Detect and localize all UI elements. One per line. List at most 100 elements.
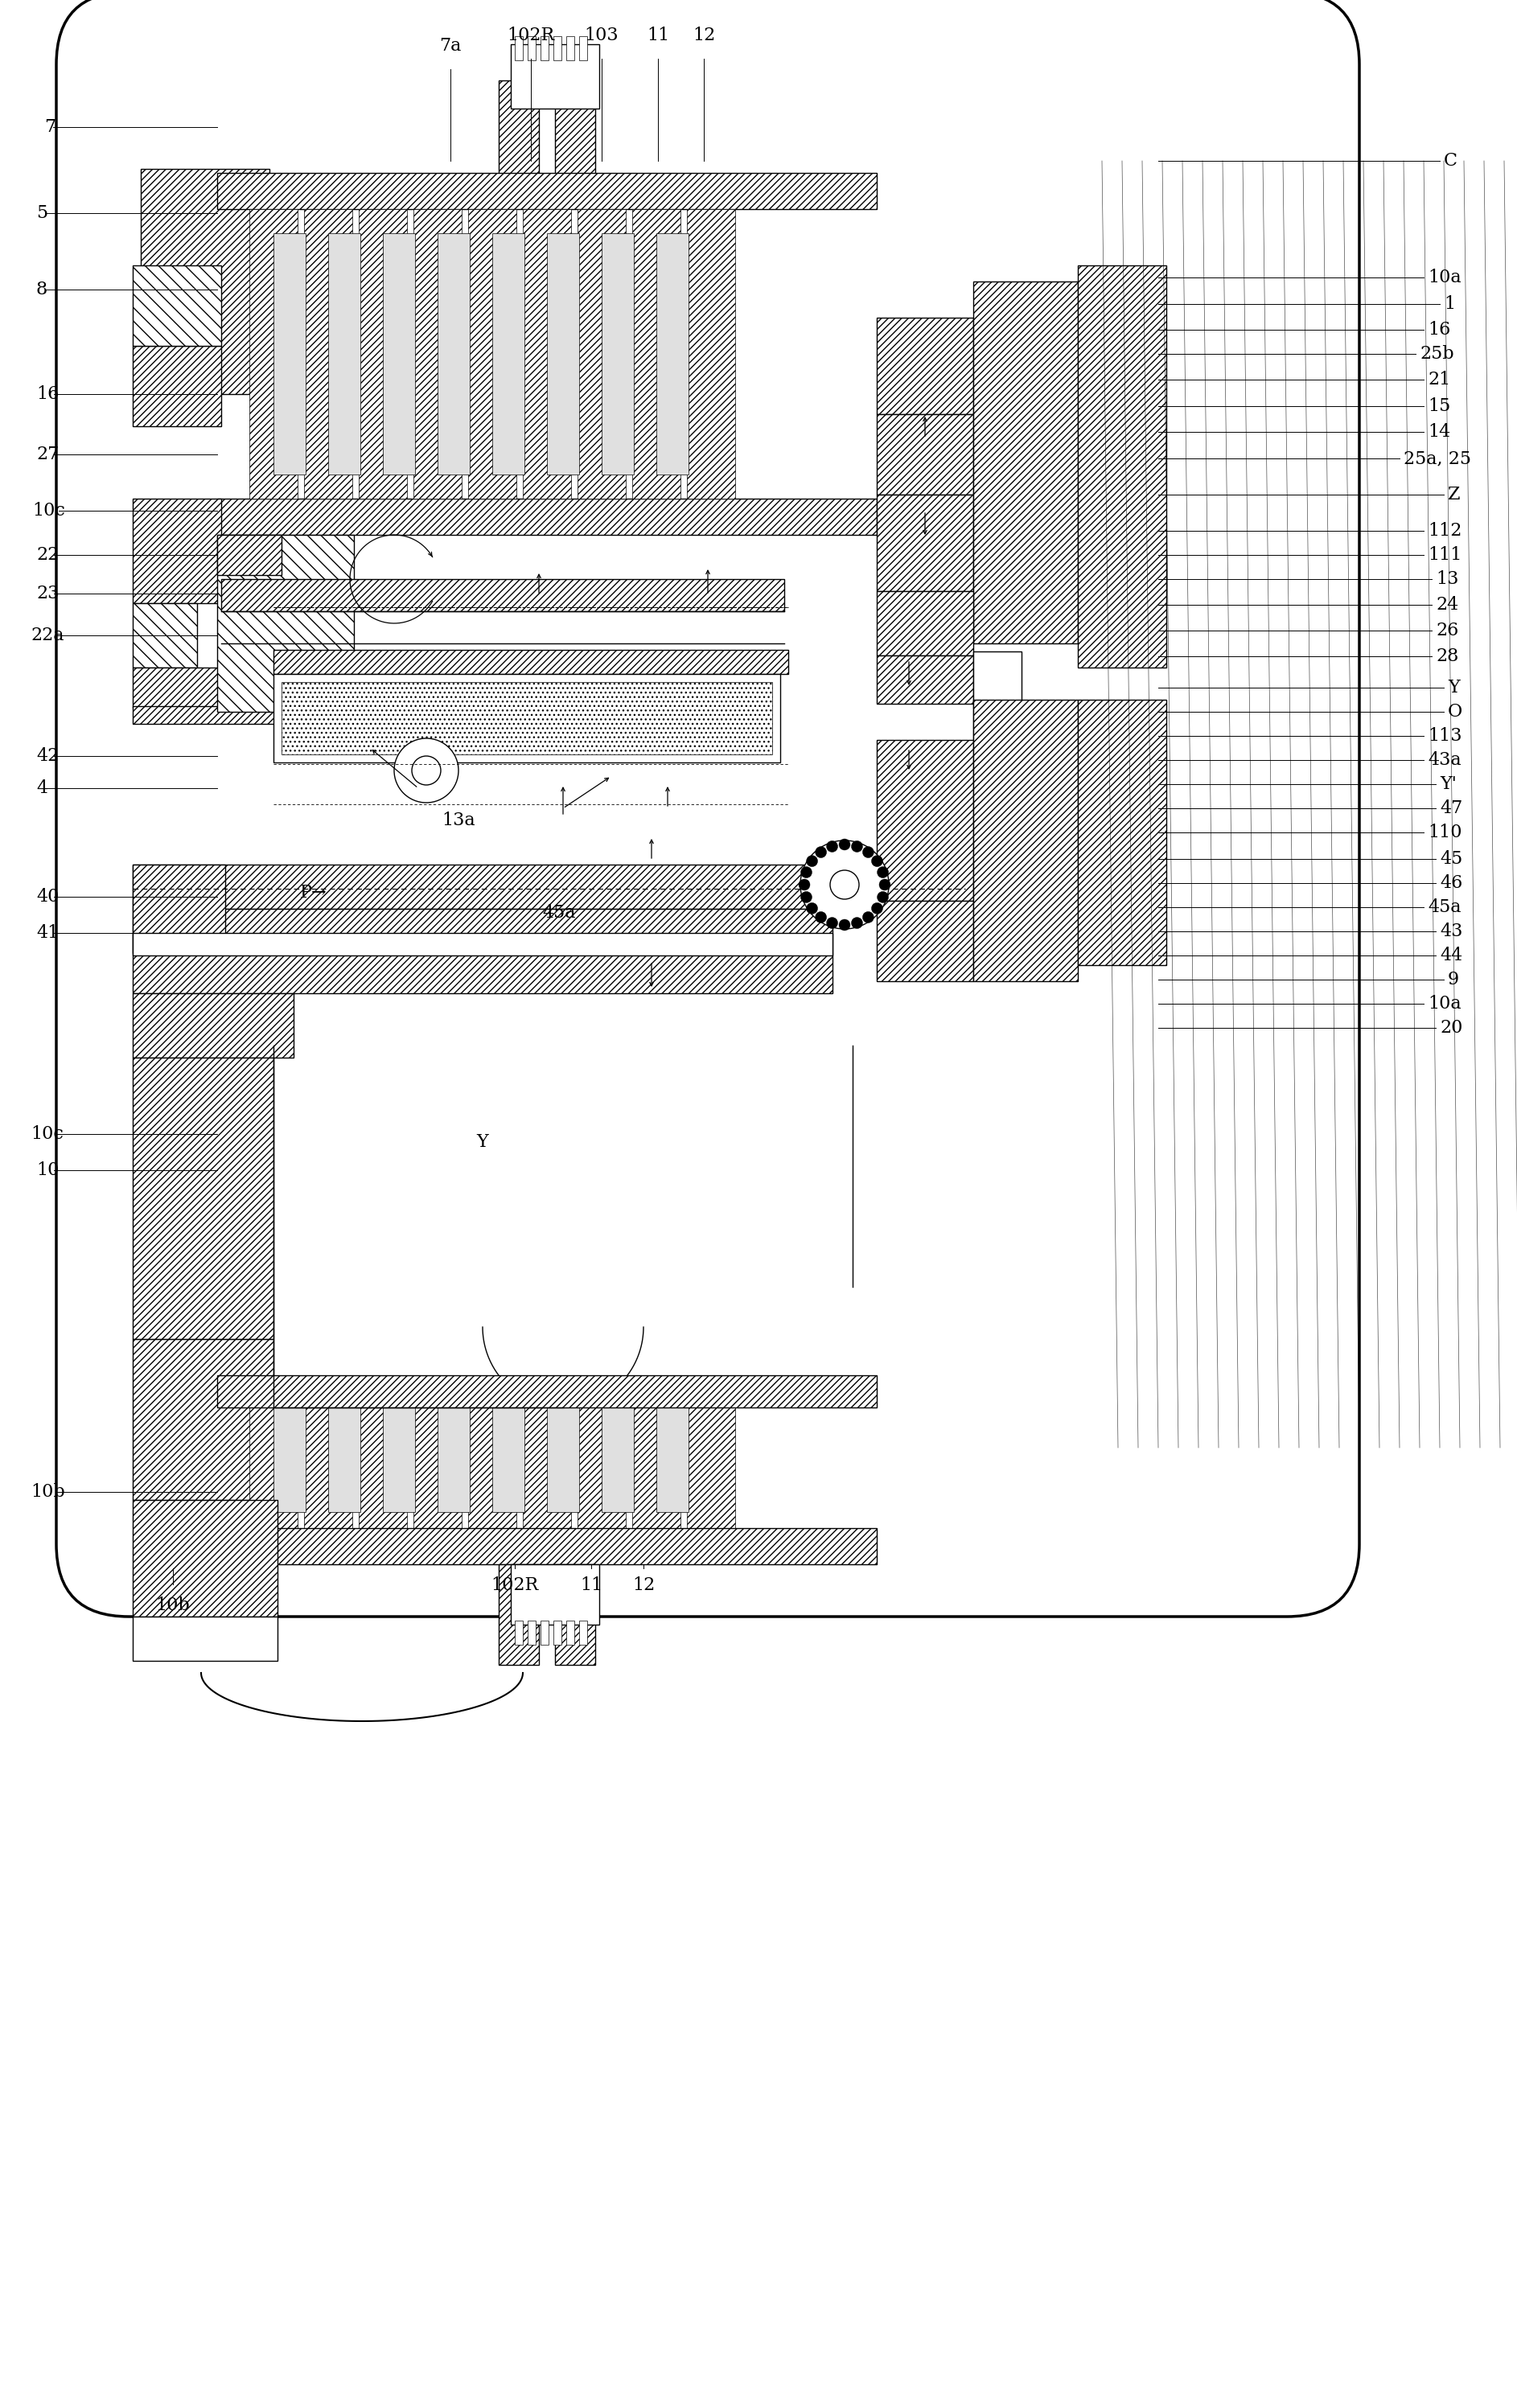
- Bar: [132, 864, 833, 908]
- Bar: [273, 234, 305, 474]
- Bar: [132, 1500, 278, 1616]
- Bar: [132, 706, 390, 725]
- Text: 10b: 10b: [30, 1483, 65, 1500]
- Bar: [132, 864, 225, 954]
- Text: 10c: 10c: [30, 1125, 64, 1144]
- Bar: [217, 1529, 877, 1565]
- Bar: [132, 908, 833, 954]
- Circle shape: [851, 840, 863, 852]
- Circle shape: [880, 879, 890, 891]
- Bar: [437, 1399, 470, 1512]
- Text: 11: 11: [646, 26, 669, 43]
- Bar: [1077, 701, 1167, 966]
- Text: 4: 4: [36, 780, 47, 797]
- Text: 102R: 102R: [507, 26, 555, 43]
- Circle shape: [871, 855, 883, 867]
- Bar: [578, 1382, 627, 1529]
- Circle shape: [877, 891, 889, 903]
- Text: 7: 7: [44, 118, 56, 135]
- Bar: [548, 234, 579, 474]
- Bar: [1077, 265, 1167, 667]
- Circle shape: [815, 848, 827, 857]
- Text: 7a: 7a: [440, 36, 461, 55]
- Text: 10a: 10a: [1427, 995, 1461, 1014]
- Bar: [555, 79, 595, 185]
- Bar: [554, 1621, 561, 1645]
- Bar: [514, 36, 523, 60]
- Bar: [437, 234, 470, 474]
- Bar: [358, 209, 407, 498]
- Bar: [382, 234, 416, 474]
- Bar: [499, 1565, 539, 1664]
- Circle shape: [830, 869, 859, 898]
- Circle shape: [839, 838, 850, 850]
- Circle shape: [839, 920, 850, 929]
- Text: 22a: 22a: [30, 626, 64, 645]
- Bar: [132, 932, 833, 956]
- Bar: [217, 498, 877, 535]
- Bar: [528, 36, 536, 60]
- Text: 24: 24: [1435, 595, 1458, 614]
- Circle shape: [394, 739, 458, 802]
- Text: 12: 12: [633, 1577, 655, 1594]
- Text: 21: 21: [1427, 371, 1450, 388]
- Text: 112: 112: [1427, 523, 1462, 539]
- Bar: [328, 1399, 361, 1512]
- Text: 40: 40: [36, 889, 59, 905]
- Circle shape: [411, 756, 441, 785]
- Bar: [469, 209, 516, 498]
- Circle shape: [863, 848, 874, 857]
- Bar: [414, 209, 461, 498]
- Circle shape: [863, 913, 874, 922]
- Bar: [141, 169, 270, 395]
- Text: 26: 26: [1435, 621, 1458, 641]
- Bar: [877, 590, 974, 655]
- Text: 20: 20: [1440, 1019, 1462, 1038]
- Bar: [132, 1616, 278, 1662]
- Bar: [523, 209, 570, 498]
- Bar: [633, 1382, 681, 1529]
- Bar: [492, 234, 525, 474]
- Text: 42: 42: [36, 746, 59, 766]
- Bar: [877, 414, 974, 494]
- Bar: [514, 1621, 523, 1645]
- Bar: [578, 209, 627, 498]
- Bar: [303, 1382, 352, 1529]
- Text: 1: 1: [1444, 296, 1455, 313]
- Circle shape: [871, 903, 883, 915]
- Bar: [511, 1565, 599, 1625]
- Bar: [548, 1399, 579, 1512]
- Text: 113: 113: [1427, 727, 1462, 744]
- Bar: [540, 36, 549, 60]
- Text: 10c: 10c: [32, 501, 65, 520]
- Bar: [974, 282, 1077, 643]
- Text: 103: 103: [584, 26, 619, 43]
- FancyBboxPatch shape: [56, 0, 1359, 1616]
- Text: 22: 22: [36, 547, 59, 563]
- Text: 44: 44: [1440, 946, 1462, 963]
- Bar: [382, 1399, 416, 1512]
- Text: 25b: 25b: [1420, 344, 1453, 364]
- Circle shape: [801, 891, 812, 903]
- Circle shape: [807, 855, 818, 867]
- Text: 8: 8: [36, 282, 47, 299]
- Bar: [657, 234, 689, 474]
- Bar: [528, 1621, 536, 1645]
- Bar: [282, 681, 772, 754]
- Bar: [249, 209, 297, 498]
- Text: 102R: 102R: [492, 1577, 539, 1594]
- Bar: [221, 578, 784, 612]
- Text: 110: 110: [1427, 824, 1462, 840]
- Bar: [492, 1399, 525, 1512]
- Text: 15: 15: [1427, 397, 1450, 414]
- Bar: [132, 992, 294, 1057]
- Bar: [687, 209, 736, 498]
- Circle shape: [807, 903, 818, 915]
- Text: Y: Y: [1447, 679, 1459, 696]
- Bar: [328, 234, 361, 474]
- Bar: [877, 739, 974, 901]
- Text: 111: 111: [1427, 547, 1462, 563]
- Text: C: C: [1444, 152, 1458, 169]
- Bar: [687, 1382, 736, 1529]
- Text: O: O: [1447, 703, 1462, 720]
